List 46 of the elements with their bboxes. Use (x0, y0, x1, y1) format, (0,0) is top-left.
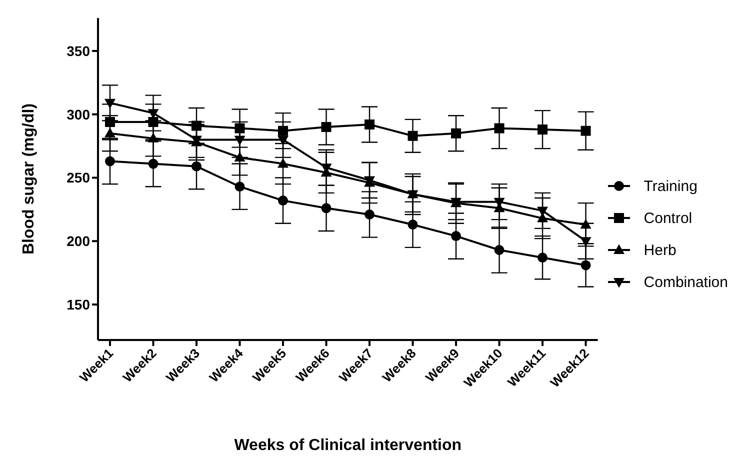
point (580, 237, 592, 247)
point (364, 119, 375, 130)
legend-label: Combination (644, 274, 728, 290)
point (148, 116, 158, 127)
point (538, 252, 548, 263)
point (105, 116, 115, 127)
point (234, 182, 245, 192)
point (278, 158, 289, 168)
y-axis-title: Blood sugar (mg/dl) (20, 103, 38, 255)
point (580, 126, 591, 136)
point (408, 130, 418, 141)
point (364, 209, 375, 220)
point (580, 260, 591, 270)
y-tick-label: 250 (66, 170, 90, 186)
legend-label: Herb (644, 242, 676, 258)
legend-label: Control (644, 210, 692, 226)
point (494, 244, 504, 255)
point (104, 128, 116, 138)
point (408, 220, 418, 230)
point (451, 231, 462, 242)
point (321, 203, 332, 214)
y-tick-label: 200 (66, 233, 90, 250)
point (148, 132, 159, 142)
y-tick-label: 300 (66, 106, 90, 122)
point (234, 152, 246, 162)
point (148, 158, 158, 169)
point (451, 128, 462, 138)
y-tick-label: 350 (66, 42, 90, 59)
y-tick-label: 150 (66, 296, 90, 312)
point (537, 206, 548, 216)
point (105, 156, 115, 166)
point (538, 124, 548, 135)
point (494, 123, 504, 134)
point (192, 120, 202, 131)
point (278, 126, 288, 136)
point (278, 196, 288, 206)
point (580, 218, 592, 229)
point (234, 136, 246, 146)
point (192, 161, 202, 172)
point (278, 136, 289, 146)
point (234, 123, 245, 134)
point (104, 98, 116, 109)
point (321, 122, 332, 132)
x-axis-title: Weeks of Clinical intervention (234, 437, 462, 454)
point (537, 212, 548, 222)
legend-label: Training (644, 178, 698, 194)
